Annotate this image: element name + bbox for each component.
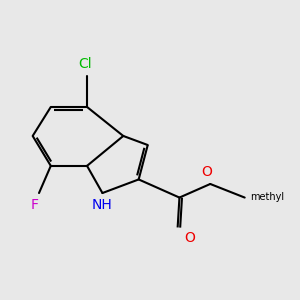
Text: NH: NH [92, 199, 113, 212]
Text: Cl: Cl [78, 57, 92, 71]
Text: O: O [201, 164, 212, 178]
Text: methyl: methyl [250, 192, 284, 202]
Text: O: O [184, 231, 195, 245]
Text: F: F [31, 199, 38, 212]
